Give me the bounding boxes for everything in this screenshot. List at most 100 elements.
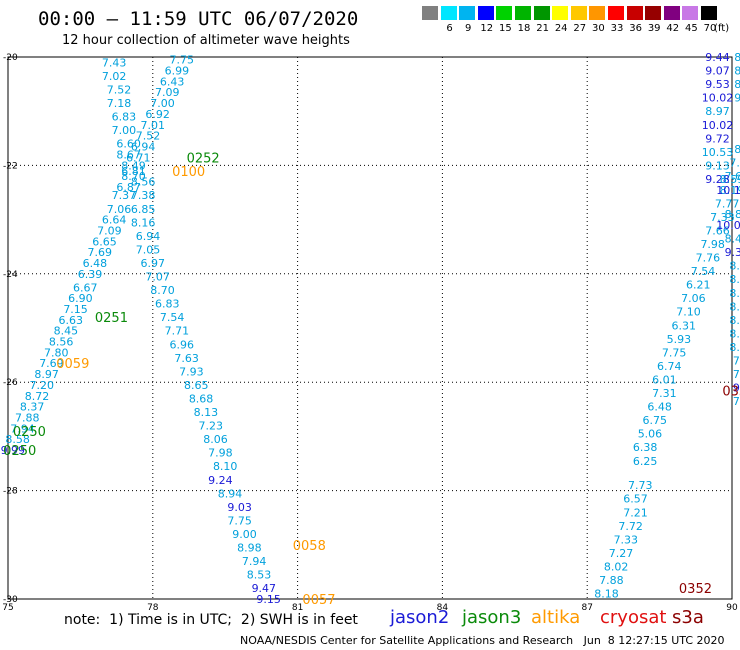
wave-height-value: 8.37 <box>20 401 45 414</box>
wave-height-value: 6.90 <box>68 292 93 305</box>
wave-height-value: 6.38 <box>633 441 658 454</box>
legend-swatch <box>440 6 457 20</box>
pass-time-label: 0058 <box>293 539 326 554</box>
wave-height-value: 7.69 <box>87 246 112 259</box>
lat-tick-label: -20 <box>3 53 18 63</box>
wave-height-value: 6.63 <box>58 314 83 327</box>
wave-height-value: 8.45 <box>54 325 79 338</box>
wave-height-value: 6.94 <box>136 230 161 243</box>
legend-swatch <box>496 6 513 20</box>
legend-swatch <box>552 6 569 20</box>
wave-height-value: 8.87 <box>725 208 740 221</box>
wave-height-value: 6.48 <box>647 401 672 414</box>
wave-height-value: 7.33 <box>614 533 639 546</box>
wave-height-value: 7.9 <box>733 368 740 381</box>
wave-height-value: 9.24 <box>208 474 233 487</box>
wave-height-value: 7.27 <box>609 547 634 560</box>
wave-height-value: 9.07 <box>705 65 730 78</box>
legend-label: 36 <box>629 23 642 34</box>
wave-height-value: 8.53 <box>247 569 272 582</box>
wave-height-value: 9.13 <box>705 159 730 172</box>
legend-swatch <box>682 6 699 20</box>
legend-unit: (ft) <box>714 23 730 34</box>
wave-height-value: 7.20 <box>30 379 55 392</box>
wave-height-value: 7.76 <box>696 252 721 265</box>
wave-height-value: 8.70 <box>121 170 146 183</box>
wave-height-value: 10.53 <box>702 146 734 159</box>
wave-height-value: 9.15 <box>256 593 281 606</box>
pass-time-label: 0352 <box>679 582 712 597</box>
wave-height-value: 5.93 <box>667 333 692 346</box>
wave-height-value: 10.02 <box>702 119 734 132</box>
wave-height-value: 9.99 <box>1 444 26 457</box>
wave-height-value: 7.5 <box>733 355 740 368</box>
wave-height-value: 7.06 <box>681 292 706 305</box>
pass-time-label: 0252 <box>187 151 220 166</box>
wave-height-value: 7.94 <box>242 555 267 568</box>
wave-height-value: 8.56 <box>49 336 74 349</box>
wave-height-value: 7.71 <box>165 325 190 338</box>
wave-height-value: 8.06 <box>203 433 228 446</box>
wave-height-value: 7.75 <box>227 514 252 527</box>
wave-height-value: 9.00 <box>232 528 257 541</box>
legend-swatch <box>570 6 587 20</box>
page-title: 00:00 – 11:59 UTC 06/07/2020 <box>38 8 359 30</box>
wave-height-value: 7.33 <box>710 211 735 224</box>
legend-label: 70 <box>703 23 717 34</box>
wave-height-value: 8.94 <box>218 487 243 500</box>
wave-height-value: 7.43 <box>102 56 127 69</box>
wave-height-value: 8.60 <box>734 51 740 64</box>
wave-height-value: 6.64 <box>102 214 127 227</box>
wave-height-value: 8.18 <box>594 588 619 601</box>
wave-height-value: 7.02 <box>102 70 127 83</box>
satellite-jason3-label: jason3 <box>462 607 522 628</box>
legend-label: 18 <box>517 23 531 34</box>
wave-height-value: 8.30 <box>729 287 740 300</box>
wave-height-value: 9.28 <box>705 173 730 186</box>
wave-height-value: 7.98 <box>700 238 725 251</box>
wave-height-value: 7.06 <box>107 203 132 216</box>
wave-height-value: 8.97 <box>705 105 730 118</box>
wave-height-value: 6.43 <box>160 75 185 88</box>
wave-height-value: 7.73 <box>628 479 653 492</box>
wave-height-value: 8.30 <box>729 341 740 354</box>
wave-height-value: 6.75 <box>643 414 668 427</box>
wave-height-value: 8.10 <box>213 460 238 473</box>
wave-height-value: 9.44 <box>705 51 730 64</box>
wave-height-value: 7.15 <box>63 303 88 316</box>
legend-label: 33 <box>610 23 624 34</box>
pass-time-label: 0100 <box>172 165 205 180</box>
legend-swatch <box>589 6 606 20</box>
credit-text: NOAA/NESDIS Center for Satellite Applica… <box>240 634 725 647</box>
wave-height-value: 7.61 <box>729 157 740 170</box>
wave-height-value: 7.05 <box>136 243 161 256</box>
legend-label: 12 <box>480 23 494 34</box>
wave-height-value: 6.94 <box>131 140 156 153</box>
wave-height-value: 8.19 <box>720 184 740 197</box>
pass-time-label: 0250 <box>3 444 36 459</box>
wave-height-value: 8.70 <box>729 260 740 273</box>
wave-height-value: 7.52 <box>136 130 161 143</box>
wave-height-value: 7.07 <box>145 271 170 284</box>
legend-label: 42 <box>666 23 680 34</box>
legend-swatch <box>515 6 531 20</box>
wave-height-value: 9.36 <box>725 246 740 259</box>
pass-time-label: 0251 <box>95 311 128 326</box>
wave-height-value: 8.97 <box>34 368 59 381</box>
wave-height-value: 9.47 <box>252 582 277 595</box>
legend-swatch <box>645 6 662 20</box>
lat-tick-label: -24 <box>3 270 18 280</box>
legend-label: 15 <box>499 23 512 34</box>
wave-height-value: 6.83 <box>112 111 137 124</box>
wave-height-value: 8.99 <box>734 78 740 91</box>
wave-height-value: 6.74 <box>657 360 682 373</box>
satellite-cryosat-label: cryosat <box>600 607 667 628</box>
wave-height-value: 7.66 <box>725 170 740 183</box>
wave-height-value: 6.71 <box>126 151 151 164</box>
wave-height-value: 9.53 <box>705 78 730 91</box>
legend-label: 9 <box>465 23 472 34</box>
wave-height-value: 7.38 <box>131 189 156 202</box>
wave-height-value: 6.21 <box>686 279 711 292</box>
lat-tick-label: -28 <box>3 487 18 497</box>
